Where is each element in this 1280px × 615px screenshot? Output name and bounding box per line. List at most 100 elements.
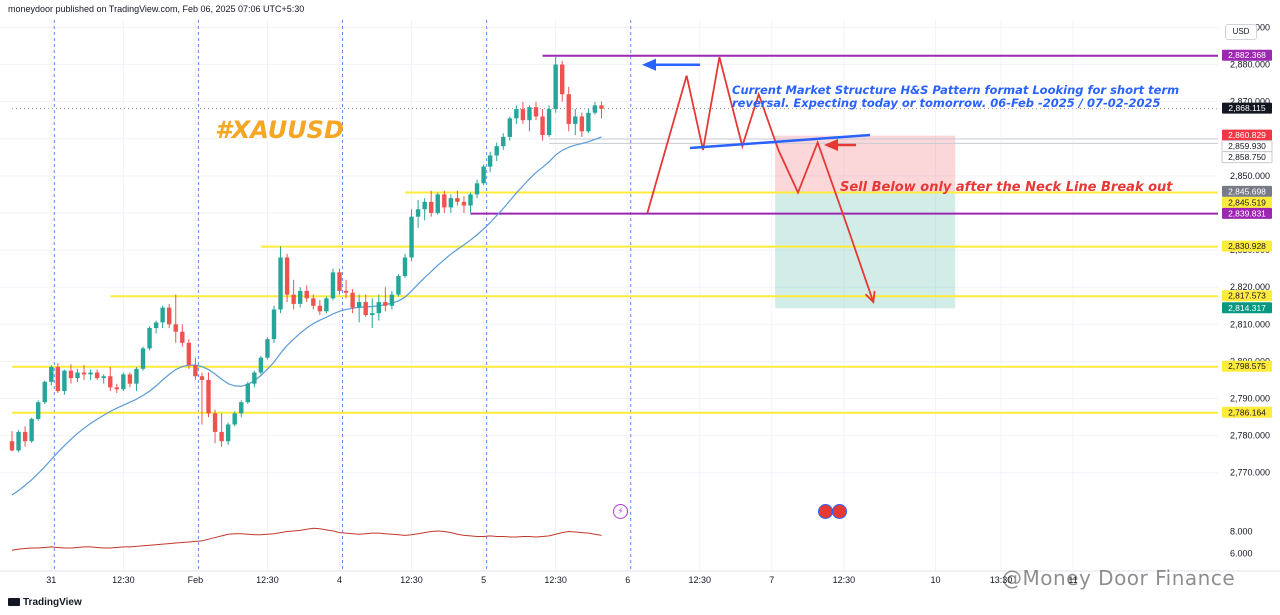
candle-up[interactable] xyxy=(252,372,257,384)
candle-down[interactable] xyxy=(429,201,434,213)
candle-up[interactable] xyxy=(501,136,506,147)
currency-badge[interactable]: USD xyxy=(1225,24,1257,40)
candle-down[interactable] xyxy=(219,431,224,442)
candle-down[interactable] xyxy=(533,107,539,117)
candle-down[interactable] xyxy=(284,257,290,295)
candle-up[interactable] xyxy=(415,209,421,217)
candle-down[interactable] xyxy=(337,272,342,291)
candle-up[interactable] xyxy=(75,372,80,379)
candle-down[interactable] xyxy=(343,290,349,293)
candle-up[interactable] xyxy=(370,313,375,316)
candle-up[interactable] xyxy=(245,383,250,403)
candle-down[interactable] xyxy=(291,294,296,304)
candles[interactable] xyxy=(9,55,604,453)
candle-down[interactable] xyxy=(108,376,113,388)
candle-up[interactable] xyxy=(29,418,34,442)
take-profit-zone[interactable] xyxy=(775,191,956,309)
us-flag-event-icon[interactable] xyxy=(832,504,847,519)
candle-up[interactable] xyxy=(356,302,362,308)
candle-up[interactable] xyxy=(265,339,270,358)
candle-down[interactable] xyxy=(540,116,545,136)
candle-up[interactable] xyxy=(573,116,578,124)
candle-up[interactable] xyxy=(42,381,47,403)
candle-up[interactable] xyxy=(324,298,329,312)
candle-up[interactable] xyxy=(553,64,558,110)
candle-up[interactable] xyxy=(494,146,499,156)
candle-down[interactable] xyxy=(180,331,185,343)
candle-down[interactable] xyxy=(442,194,447,208)
candle-up[interactable] xyxy=(435,194,440,213)
candle-down[interactable] xyxy=(22,431,28,442)
candle-down[interactable] xyxy=(317,305,323,312)
candle-up[interactable] xyxy=(468,194,473,206)
candle-up[interactable] xyxy=(134,368,139,384)
candle-up[interactable] xyxy=(487,155,493,167)
candle-down[interactable] xyxy=(186,342,192,366)
candle-down[interactable] xyxy=(81,372,87,375)
time-axis[interactable]: 31 12:30 Feb 12:30 4 12:30 5 12:30 6 12:30 7 12:30 1… xyxy=(0,570,1280,585)
candle-down[interactable] xyxy=(566,94,571,124)
hs-projection-path[interactable] xyxy=(646,56,875,303)
candle-up[interactable] xyxy=(507,118,512,137)
candle-down[interactable] xyxy=(206,379,211,414)
candle-down[interactable] xyxy=(193,365,198,377)
candle-down[interactable] xyxy=(304,290,309,299)
candle-down[interactable] xyxy=(311,298,316,306)
candle-down[interactable] xyxy=(363,302,368,316)
candle-down[interactable] xyxy=(173,324,178,332)
candle-down[interactable] xyxy=(68,370,74,379)
drawings[interactable] xyxy=(642,56,876,304)
candle-up[interactable] xyxy=(481,166,486,184)
candle-down[interactable] xyxy=(94,372,100,379)
candle-down[interactable] xyxy=(199,376,205,380)
candle-up[interactable] xyxy=(586,112,591,132)
candle-down[interactable] xyxy=(383,302,388,306)
candle-down[interactable] xyxy=(114,387,119,390)
candle-up[interactable] xyxy=(527,107,532,121)
candle-down[interactable] xyxy=(350,292,355,308)
candle-down[interactable] xyxy=(461,201,467,206)
candle-up[interactable] xyxy=(36,402,41,419)
candle-down[interactable] xyxy=(599,105,604,109)
candle-up[interactable] xyxy=(271,309,277,340)
candle-up[interactable] xyxy=(153,322,159,329)
candle-up[interactable] xyxy=(402,257,408,277)
candle-up[interactable] xyxy=(546,109,552,136)
price-axis[interactable]: 6.000 8.000 2,770.000 2,780.000 2,790.000 2,8… xyxy=(1221,22,1273,559)
candle-up[interactable] xyxy=(232,413,237,425)
candle-down[interactable] xyxy=(167,307,172,325)
candle-up[interactable] xyxy=(239,402,244,414)
candle-down[interactable] xyxy=(212,413,218,432)
candle-up[interactable] xyxy=(121,374,126,390)
candle-up[interactable] xyxy=(448,198,454,208)
candle-up[interactable] xyxy=(160,307,165,323)
candle-up[interactable] xyxy=(592,105,598,113)
candle-up[interactable] xyxy=(225,424,231,442)
candle-up[interactable] xyxy=(278,257,283,310)
candle-down[interactable] xyxy=(520,109,526,121)
candle-up[interactable] xyxy=(140,348,146,369)
candle-up[interactable] xyxy=(514,109,519,119)
candle-up[interactable] xyxy=(396,276,401,295)
candle-down[interactable] xyxy=(127,374,133,384)
candle-up[interactable] xyxy=(258,357,264,373)
candle-up[interactable] xyxy=(147,328,152,349)
neckline[interactable] xyxy=(689,133,871,150)
candle-up[interactable] xyxy=(330,272,336,299)
candle-up[interactable] xyxy=(409,216,414,258)
lightning-event-icon[interactable]: ⚡ xyxy=(613,504,628,519)
candle-up[interactable] xyxy=(376,302,381,314)
stop-loss-zone[interactable] xyxy=(775,135,956,192)
candle-up[interactable] xyxy=(474,183,480,195)
candle-up[interactable] xyxy=(16,431,21,451)
candle-down[interactable] xyxy=(560,64,565,95)
candle-up[interactable] xyxy=(62,370,67,392)
candle-down[interactable] xyxy=(9,441,15,451)
candle-up[interactable] xyxy=(389,294,395,306)
candle-up[interactable] xyxy=(49,366,54,382)
candle-down[interactable] xyxy=(579,116,585,132)
candle-up[interactable] xyxy=(422,201,427,210)
candle-up[interactable] xyxy=(88,372,93,375)
us-flag-event-icon[interactable] xyxy=(818,504,833,519)
